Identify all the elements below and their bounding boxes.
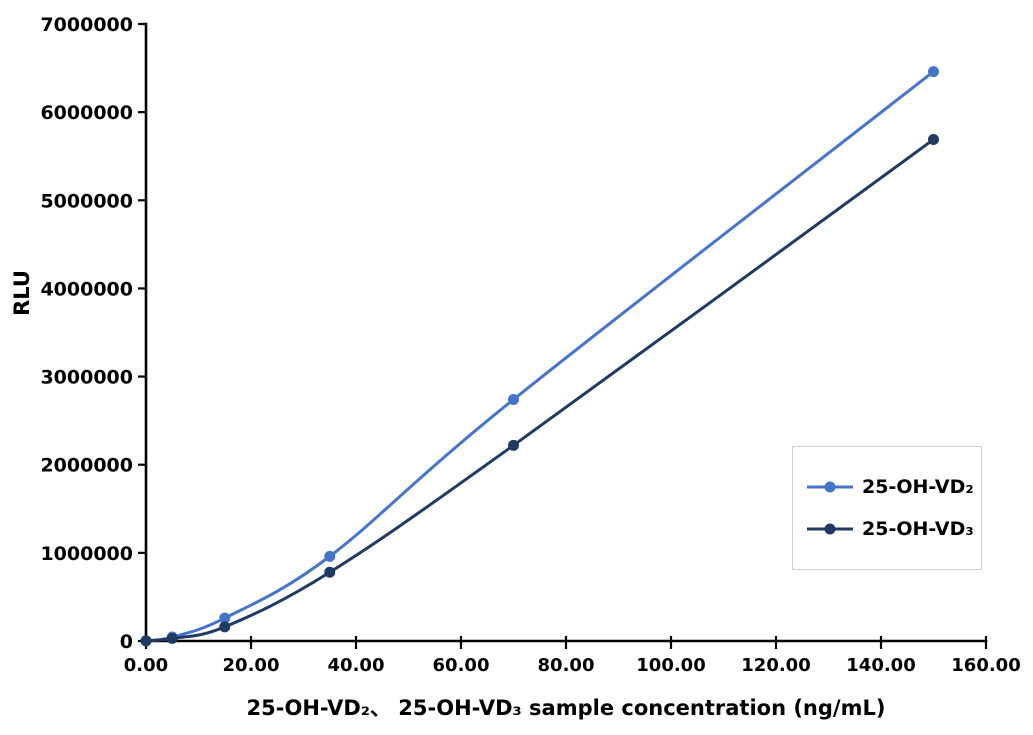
x-tick-label: 100.00 — [636, 655, 705, 676]
y-tick-label: 2000000 — [40, 455, 133, 477]
legend-symbol-25-oh-vd2-icon — [807, 481, 853, 493]
x-tick-label: 140.00 — [846, 655, 915, 676]
x-axis-title: 25-OH-VD₂、 25-OH-VD₃ sample concentratio… — [246, 696, 886, 720]
data-point-marker-0 — [219, 612, 231, 624]
x-tick-label: 80.00 — [538, 655, 595, 676]
x-tick-label: 0.00 — [124, 655, 168, 676]
x-tick-label: 120.00 — [741, 655, 810, 676]
legend-item-25-oh-vd3: 25-OH-VD₃ — [806, 518, 981, 540]
data-point-marker-1 — [928, 133, 939, 145]
series-line-1 — [145, 138, 935, 643]
y-axis-title: RLU — [10, 270, 34, 316]
x-tick-label: 40.00 — [328, 655, 385, 676]
x-tick-label: 60.00 — [433, 655, 490, 676]
y-tick-label: 5000000 — [40, 190, 133, 212]
data-point-marker-0 — [508, 393, 519, 405]
y-tick-label: 0 — [120, 631, 133, 653]
legend-label-25-oh-vd3: 25-OH-VD₃ — [862, 518, 974, 540]
data-point-marker-1 — [166, 632, 178, 644]
data-point-marker-0 — [324, 550, 336, 562]
legend-label-25-oh-vd2: 25-OH-VD₂ — [862, 476, 974, 498]
y-tick-label: 7000000 — [40, 14, 133, 36]
legend-symbol-25-oh-vd3-icon — [807, 523, 853, 535]
y-tick-label: 6000000 — [40, 102, 133, 124]
data-point-marker-1 — [140, 635, 152, 647]
legend-item-25-oh-vd2: 25-OH-VD₂ — [806, 476, 981, 498]
series-line-0 — [145, 70, 935, 643]
x-tick-label: 160.00 — [951, 655, 1020, 676]
data-point-marker-0 — [928, 66, 939, 78]
data-point-marker-1 — [508, 439, 519, 451]
y-tick-label: 4000000 — [40, 278, 133, 300]
y-tick-label: 3000000 — [40, 367, 133, 389]
data-point-marker-1 — [324, 566, 336, 578]
y-tick-label: 1000000 — [40, 543, 133, 565]
x-tick-label: 20.00 — [223, 655, 280, 676]
legend: 25-OH-VD₂ 25-OH-VD₃ — [792, 446, 982, 570]
data-point-marker-1 — [219, 621, 231, 633]
